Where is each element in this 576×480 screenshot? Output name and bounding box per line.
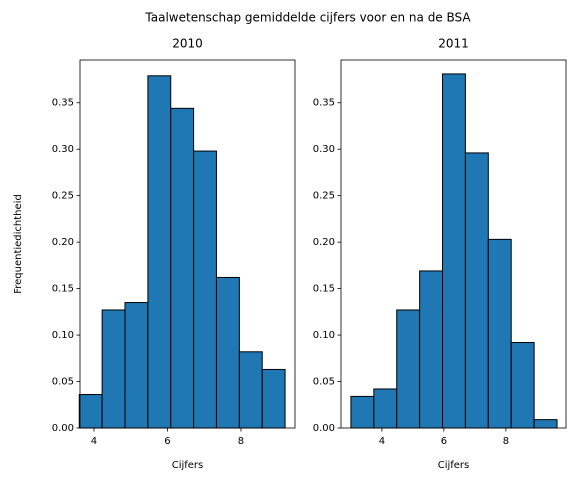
x-axis-label: Cijfers [172, 460, 204, 471]
bar [193, 150, 217, 429]
y-tick-label: 0.00 [52, 423, 74, 434]
axes-frame [340, 59, 567, 429]
bar [261, 368, 286, 429]
y-tick-label: 0.25 [313, 191, 335, 202]
bar [124, 302, 149, 429]
x-tick-label: 8 [503, 436, 509, 447]
bar [170, 107, 195, 429]
y-axis-label: Frequentiedichtheid [13, 194, 24, 294]
bar [487, 238, 512, 429]
axes-title: 2010 [172, 37, 203, 51]
bar [101, 309, 126, 429]
bar [215, 276, 240, 429]
y-tick-label: 0.05 [313, 377, 335, 388]
y-tick-label: 0.15 [313, 284, 335, 295]
y-tick-label: 0.30 [313, 144, 335, 155]
bar [238, 351, 263, 429]
x-tick-label: 6 [164, 436, 170, 447]
y-tick-label: 0.05 [52, 377, 74, 388]
bar [396, 309, 421, 429]
bar [350, 395, 375, 429]
bar [510, 342, 535, 429]
y-tick-label: 0.20 [313, 237, 335, 248]
x-tick-label: 6 [441, 436, 447, 447]
bar [78, 394, 103, 429]
bar [147, 75, 172, 429]
bar [442, 73, 466, 429]
x-axis-label: Cijfers [438, 460, 470, 471]
y-tick-label: 0.15 [52, 284, 74, 295]
axes-frame [79, 59, 296, 429]
y-tick-label: 0.10 [52, 330, 74, 341]
y-tick-label: 0.25 [52, 191, 74, 202]
x-tick-label: 4 [91, 436, 97, 447]
x-tick-label: 4 [379, 436, 385, 447]
bar [533, 419, 558, 429]
bar [373, 388, 398, 429]
bar [464, 152, 489, 429]
y-tick-label: 0.30 [52, 144, 74, 155]
x-tick-label: 8 [238, 436, 244, 447]
figure-title: Taalwetenschap gemiddelde cijfers voor e… [144, 11, 471, 25]
y-tick-label: 0.00 [313, 423, 335, 434]
y-tick-label: 0.35 [52, 98, 74, 109]
axes-title: 2011 [438, 37, 469, 51]
bar [419, 270, 444, 429]
y-tick-label: 0.20 [52, 237, 74, 248]
y-tick-label: 0.10 [313, 330, 335, 341]
y-tick-label: 0.35 [313, 98, 335, 109]
